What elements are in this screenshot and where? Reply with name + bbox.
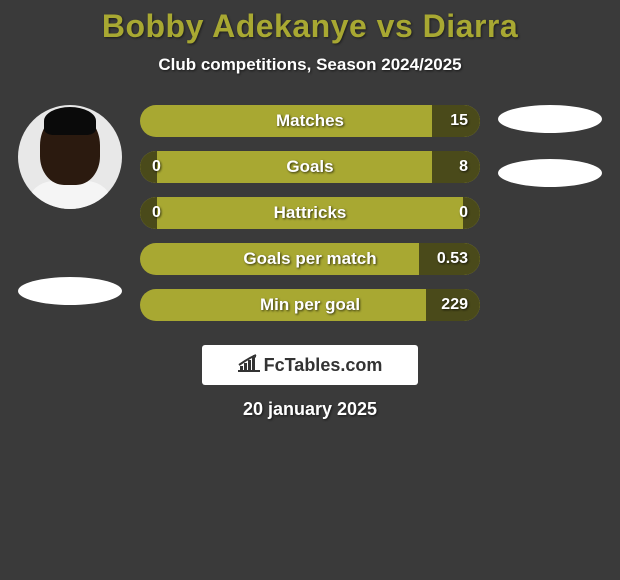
stat-bar: Matches15 bbox=[140, 105, 480, 137]
comparison-card: Bobby Adekanye vs Diarra Club competitio… bbox=[0, 0, 620, 420]
stat-bar: Goals0 8 bbox=[140, 151, 480, 183]
right-flag-icon-2 bbox=[498, 159, 602, 187]
stats-col: Matches15Goals08Hattricks00Goals per mat… bbox=[140, 105, 480, 335]
left-avatar bbox=[18, 105, 122, 209]
stat-label: Min per goal bbox=[140, 289, 480, 321]
left-player-col bbox=[15, 105, 125, 305]
stat-value-right: 0.53 bbox=[437, 243, 468, 275]
right-flag-icon-1 bbox=[498, 105, 602, 133]
stat-value-left: 0 bbox=[152, 151, 161, 183]
stat-value-left: 0 bbox=[152, 197, 161, 229]
stat-label: Goals bbox=[140, 151, 480, 183]
stat-value-right: 0 bbox=[459, 197, 468, 229]
chart-up-icon bbox=[238, 354, 260, 377]
avatar-hair bbox=[44, 107, 96, 135]
stat-label: Hattricks bbox=[140, 197, 480, 229]
stat-label: Matches bbox=[140, 105, 480, 137]
main-row: Matches15Goals08Hattricks00Goals per mat… bbox=[0, 105, 620, 335]
logo-text: FcTables.com bbox=[238, 354, 383, 377]
stat-value-right: 8 bbox=[459, 151, 468, 183]
stat-value-right: 15 bbox=[450, 105, 468, 137]
stat-value-right: 229 bbox=[441, 289, 468, 321]
right-player-col bbox=[495, 105, 605, 187]
subtitle: Club competitions, Season 2024/2025 bbox=[0, 55, 620, 75]
left-flag-icon bbox=[18, 277, 122, 305]
date-line: 20 january 2025 bbox=[0, 399, 620, 420]
logo-badge[interactable]: FcTables.com bbox=[202, 345, 418, 385]
stat-bar: Goals per match0.53 bbox=[140, 243, 480, 275]
stat-label: Goals per match bbox=[140, 243, 480, 275]
stat-bar: Hattricks0 0 bbox=[140, 197, 480, 229]
avatar-shoulders bbox=[26, 181, 114, 209]
page-title: Bobby Adekanye vs Diarra bbox=[0, 8, 620, 45]
logo-label: FcTables.com bbox=[264, 355, 383, 376]
stat-bar: Min per goal229 bbox=[140, 289, 480, 321]
